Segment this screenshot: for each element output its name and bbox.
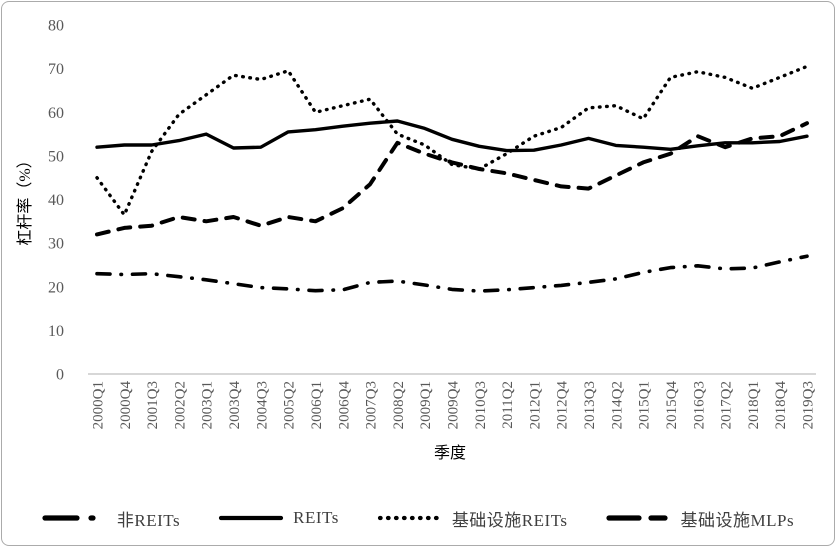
x-tick-label: 2004Q3 xyxy=(254,381,270,429)
legend-label: 基础设施REITs xyxy=(451,510,568,530)
x-tick-label: 2002Q2 xyxy=(172,381,188,429)
x-tick-label: 2015Q4 xyxy=(664,381,680,430)
y-tick-label: 30 xyxy=(48,236,64,253)
legend-label: REITs xyxy=(293,508,339,527)
legend-sample-dash-dot-line xyxy=(42,515,108,521)
legend-item-基础设施REITs: 基础设施REITs xyxy=(377,506,568,531)
x-tick-label: 2017Q2 xyxy=(719,381,735,429)
x-tick-label: 2012Q1 xyxy=(527,381,543,429)
legend-label: 非REITs xyxy=(116,510,181,530)
y-tick-label: 0 xyxy=(56,367,64,384)
legend-item-基础设施MLPs: 基础设施MLPs xyxy=(605,506,795,531)
legend-sample-dotted-line xyxy=(377,515,442,521)
x-tick-label: 2000Q4 xyxy=(118,381,134,430)
series-line-非REITs xyxy=(95,254,809,293)
x-tick-label: 2019Q3 xyxy=(801,381,817,429)
x-tick-label: 2006Q4 xyxy=(336,381,352,430)
x-tick-label: 2008Q2 xyxy=(391,381,407,429)
x-tick-label: 2001Q3 xyxy=(145,381,161,429)
x-axis-title: 季度 xyxy=(434,444,466,462)
line-chart: 杠杆率（%） 季度 0 10 20 30 40 50 60 70 80 2000Q1 2000Q4 2… xyxy=(16,18,817,463)
legend-item-非REITs: 非REITs xyxy=(42,506,180,531)
y-tick-label: 70 xyxy=(48,61,64,78)
x-tick-label: 2014Q2 xyxy=(609,381,625,429)
x-tick-label: 2000Q1 xyxy=(91,381,107,429)
x-tick-label: 2013Q3 xyxy=(582,381,598,429)
x-tick-label: 2009Q1 xyxy=(418,381,434,429)
legend-sample-dashed-line xyxy=(605,515,672,521)
x-tick-label: 2015Q1 xyxy=(637,381,653,429)
x-tick-label: 2005Q2 xyxy=(282,381,298,429)
chart-legend: 非REITs REITs 基础设施REITs 基础设施MLPs xyxy=(2,496,834,540)
y-tick-label: 60 xyxy=(48,105,64,122)
y-tick-label: 40 xyxy=(48,192,64,209)
series-line-REITs xyxy=(95,119,809,153)
legend-item-REITs: REITs xyxy=(218,508,339,528)
x-tick-label: 2018Q1 xyxy=(746,381,762,429)
x-tick-label: 2006Q1 xyxy=(309,381,325,429)
x-tick-label: 2003Q1 xyxy=(200,381,216,429)
y-tick-label: 20 xyxy=(48,279,64,296)
y-tick-label: 80 xyxy=(48,18,64,35)
y-axis-title: 杠杆率（%） xyxy=(16,152,34,245)
x-tick-label: 2018Q4 xyxy=(773,381,789,430)
plot-area: 0 10 20 30 40 50 60 70 80 2000Q1 2000Q4 2001Q3 2002Q… xyxy=(48,18,817,430)
x-tick-label: 2007Q3 xyxy=(364,381,380,429)
x-tick-label: 2016Q3 xyxy=(691,381,707,429)
x-tick-label: 2010Q3 xyxy=(473,381,489,429)
x-tick-label: 2009Q4 xyxy=(446,381,462,430)
y-tick-label: 10 xyxy=(48,323,64,340)
legend-sample-solid-line xyxy=(219,515,284,521)
y-tick-label: 50 xyxy=(48,148,64,165)
series-line-基础设施REITs xyxy=(95,64,809,217)
legend-label: 基础设施MLPs xyxy=(680,510,795,530)
x-tick-label: 2011Q2 xyxy=(500,381,516,429)
series-line-基础设施MLPs xyxy=(95,121,809,237)
x-tick-label: 2012Q4 xyxy=(555,381,571,430)
x-tick-label: 2003Q4 xyxy=(227,381,243,430)
